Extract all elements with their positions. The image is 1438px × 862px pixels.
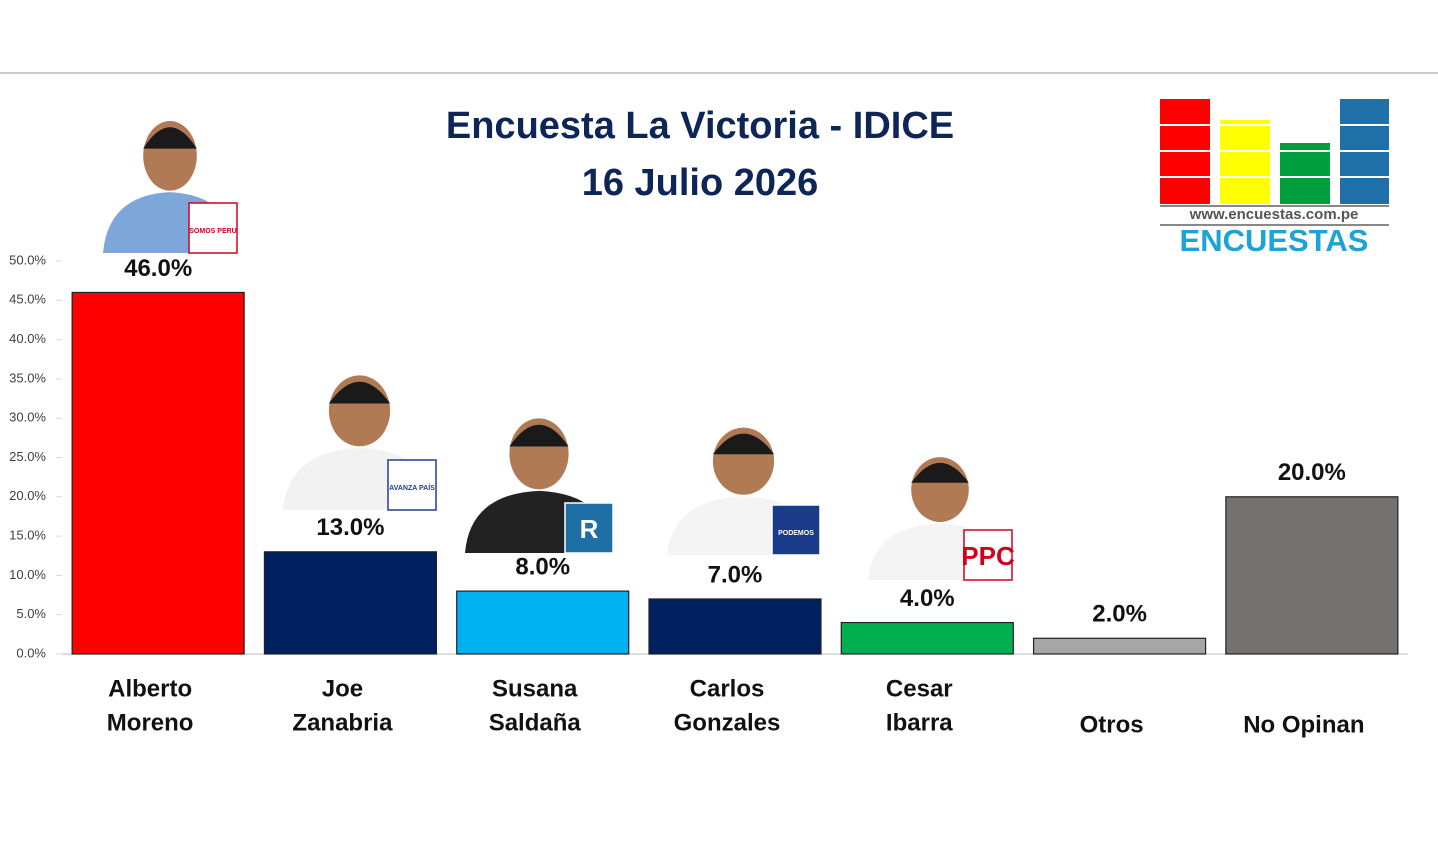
party-logo-text: PODEMOS: [778, 530, 814, 537]
y-tick-label: 15.0%: [9, 528, 46, 543]
value-label: 20.0%: [1278, 459, 1346, 486]
x-tick-label: Cesar: [886, 675, 953, 702]
bar: [71, 291, 245, 655]
value-label: 46.0%: [124, 255, 192, 282]
x-tick-label: No Opinan: [1243, 711, 1364, 738]
photo-hair: [911, 462, 969, 483]
x-tick-label: Alberto: [108, 675, 192, 702]
candidate-photos: SOMOS PERU AVANZA PAÍS R PODEMOS PPC: [103, 121, 1015, 581]
y-tick-label: 5.0%: [16, 606, 46, 621]
photo-hair: [509, 424, 569, 447]
brand-url: www.encuestas.com.pe: [1189, 206, 1359, 223]
x-tick-label: Moreno: [107, 709, 194, 736]
x-tick-label: Zanabria: [292, 709, 393, 736]
brand-name: ENCUESTAS: [1180, 223, 1369, 258]
value-label: 4.0%: [900, 585, 955, 612]
party-logo: [963, 529, 1013, 581]
chart-subtitle: 16 Julio 2026: [582, 162, 819, 204]
x-tick-label: Otros: [1080, 711, 1144, 738]
bar: [1225, 496, 1399, 655]
y-tick-label: 30.0%: [9, 410, 46, 425]
y-tick-label: 35.0%: [9, 370, 46, 385]
value-label: 8.0%: [515, 553, 570, 580]
brand-logo: www.encuestas.com.pe ENCUESTAS: [1158, 99, 1390, 258]
y-tick-label: 20.0%: [9, 488, 46, 503]
bar: [840, 621, 1014, 655]
party-logo-text: R: [580, 514, 599, 544]
party-logo: [771, 504, 821, 556]
bar: [1032, 637, 1207, 655]
party-logo-text: PPC: [961, 541, 1015, 571]
y-tick-label: 45.0%: [9, 292, 46, 307]
bar: [456, 590, 630, 655]
photo-hair: [328, 381, 391, 404]
value-label: 7.0%: [708, 561, 763, 588]
bar: [263, 551, 438, 655]
x-tick-label: Susana: [492, 675, 578, 702]
y-tick-label: 0.0%: [16, 645, 46, 660]
y-tick-label: 40.0%: [9, 331, 46, 346]
party-logo: [564, 502, 614, 554]
x-tick-label: Carlos: [690, 675, 765, 702]
y-tick-label: 50.0%: [9, 252, 46, 267]
y-tick-label: 25.0%: [9, 449, 46, 464]
chart-title: Encuesta La Victoria - IDICE: [446, 105, 954, 147]
x-tick-label: Joe: [322, 675, 363, 702]
x-tick-label: Ibarra: [886, 709, 953, 736]
photo-hair: [143, 127, 197, 149]
party-logo: [387, 459, 437, 511]
party-logo-text: SOMOS PERU: [189, 228, 236, 235]
party-logo-text: AVANZA PAÍS: [389, 483, 435, 492]
value-label: 2.0%: [1092, 601, 1147, 628]
photo-hair: [712, 433, 775, 455]
x-tick-label: Gonzales: [674, 709, 781, 736]
value-label: 13.0%: [316, 514, 384, 541]
x-tick-label: Saldaña: [489, 709, 582, 736]
bar: [648, 598, 822, 655]
party-logo: [188, 202, 238, 254]
y-tick-label: 10.0%: [9, 567, 46, 582]
